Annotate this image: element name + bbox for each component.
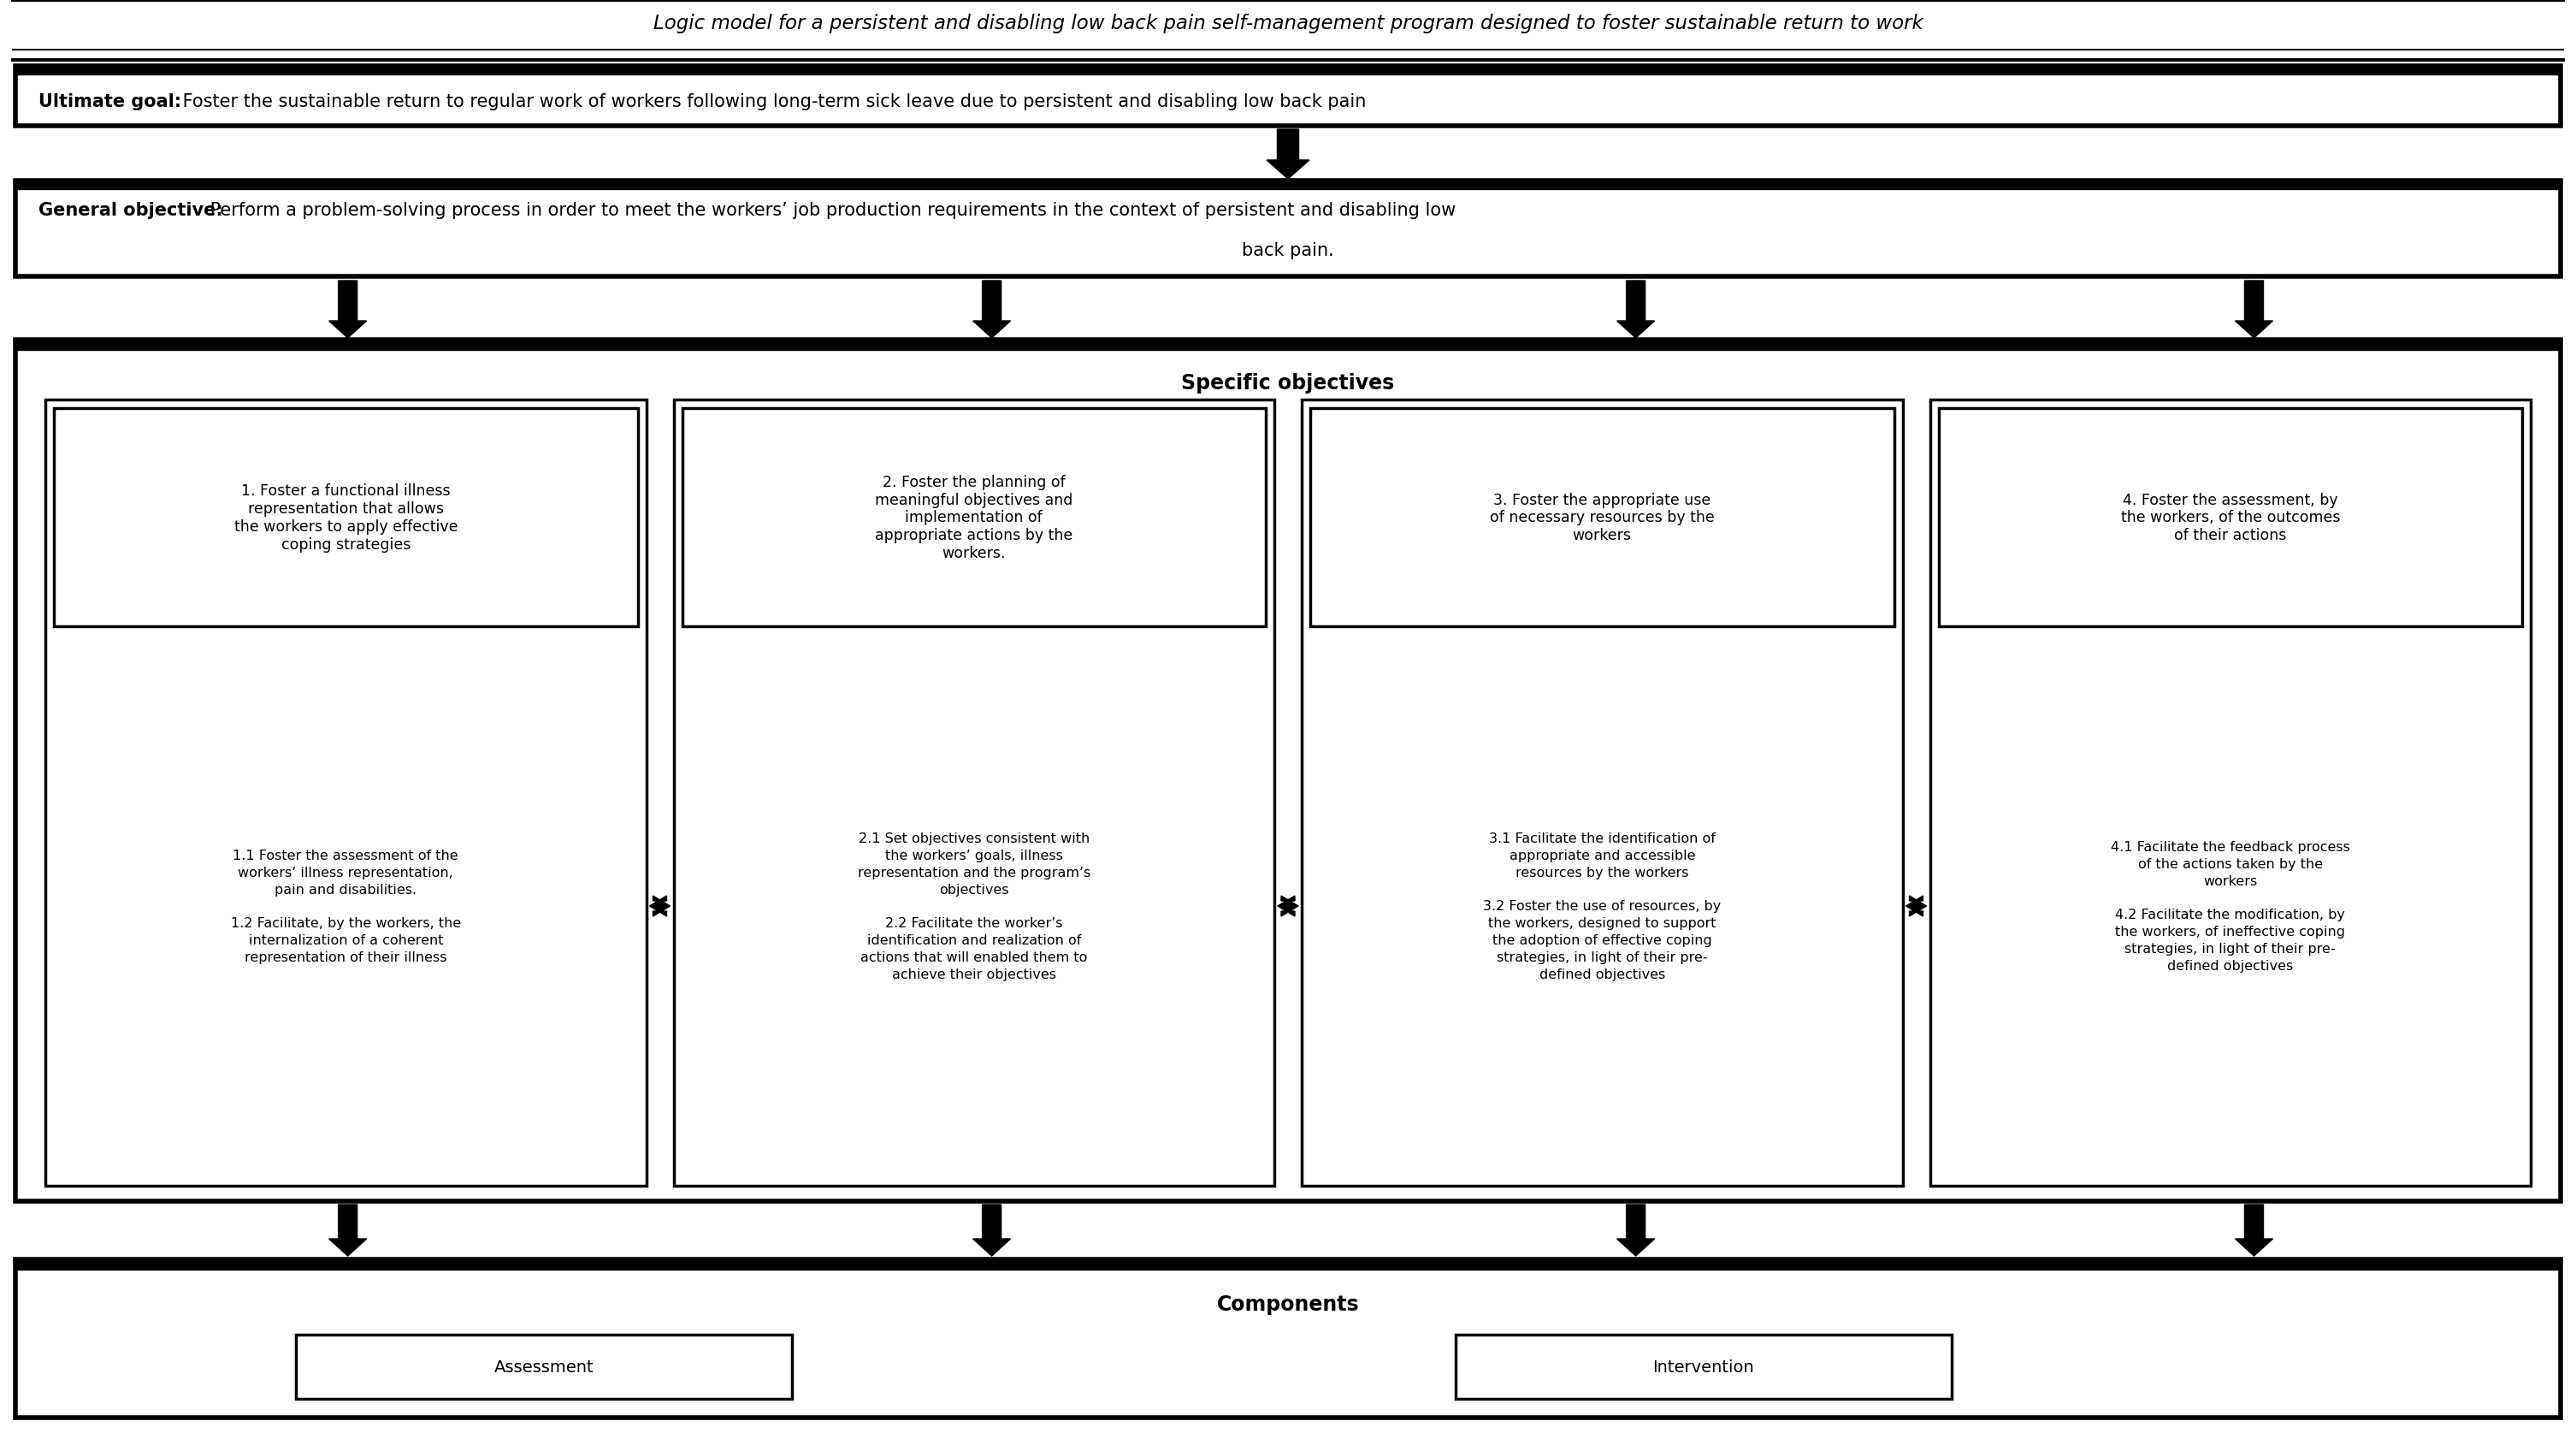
Text: 2. Foster the planning of
meaningful objectives and
implementation of
appropriat: 2. Foster the planning of meaningful obj… [876,475,1072,561]
Text: Components: Components [1216,1294,1360,1314]
FancyBboxPatch shape [672,400,1275,1186]
Polygon shape [1906,896,1927,917]
FancyBboxPatch shape [1301,400,1904,1186]
FancyBboxPatch shape [1929,400,2530,1186]
Text: Foster the sustainable return to regular work of workers following long-term sic: Foster the sustainable return to regular… [178,94,1365,109]
Polygon shape [1618,1204,1654,1256]
Polygon shape [1278,896,1298,917]
Polygon shape [1618,281,1654,338]
FancyBboxPatch shape [296,1335,793,1399]
FancyBboxPatch shape [15,66,2561,127]
Text: 3. Foster the appropriate use
of necessary resources by the
workers: 3. Foster the appropriate use of necessa… [1489,492,1716,543]
Text: 1. Foster a functional illness
representation that allows
the workers to apply e: 1. Foster a functional illness represent… [234,484,459,553]
FancyBboxPatch shape [1311,409,1893,627]
Text: 2.1 Set objectives consistent with
the workers’ goals, illness
representation an: 2.1 Set objectives consistent with the w… [858,832,1090,980]
FancyBboxPatch shape [15,181,2561,278]
FancyBboxPatch shape [1937,409,2522,627]
FancyBboxPatch shape [1455,1335,1953,1399]
Text: Assessment: Assessment [495,1358,595,1374]
FancyBboxPatch shape [54,409,639,627]
Text: 1.1 Foster the assessment of the
workers’ illness representation,
pain and disab: 1.1 Foster the assessment of the workers… [232,849,461,964]
FancyBboxPatch shape [683,409,1265,627]
Text: Ultimate goal:: Ultimate goal: [39,94,180,109]
Text: General objective:: General objective: [39,201,224,219]
Text: Perform a problem-solving process in order to meet the workers’ job production r: Perform a problem-solving process in ord… [204,201,1455,219]
Polygon shape [2236,1204,2272,1256]
Polygon shape [2236,281,2272,338]
Polygon shape [1267,130,1309,180]
Text: 4.1 Facilitate the feedback process
of the actions taken by the
workers

4.2 Fac: 4.1 Facilitate the feedback process of t… [2110,840,2349,971]
Polygon shape [649,896,670,917]
FancyBboxPatch shape [15,340,2561,1202]
Polygon shape [330,1204,366,1256]
FancyBboxPatch shape [15,66,2561,75]
Text: Logic model for a persistent and disabling low back pain self-management program: Logic model for a persistent and disabli… [654,13,1922,33]
FancyBboxPatch shape [15,1259,2561,1269]
FancyBboxPatch shape [15,1259,2561,1417]
Polygon shape [974,281,1010,338]
Text: Intervention: Intervention [1654,1358,1754,1374]
FancyBboxPatch shape [46,400,647,1186]
FancyBboxPatch shape [15,181,2561,190]
Text: back pain.: back pain. [1242,242,1334,259]
FancyBboxPatch shape [15,340,2561,351]
Polygon shape [330,281,366,338]
Text: 4. Foster the assessment, by
the workers, of the outcomes
of their actions: 4. Foster the assessment, by the workers… [2120,492,2339,543]
Polygon shape [974,1204,1010,1256]
Text: 3.1 Facilitate the identification of
appropriate and accessible
resources by the: 3.1 Facilitate the identification of app… [1484,832,1721,980]
Text: Specific objectives: Specific objectives [1182,373,1394,393]
